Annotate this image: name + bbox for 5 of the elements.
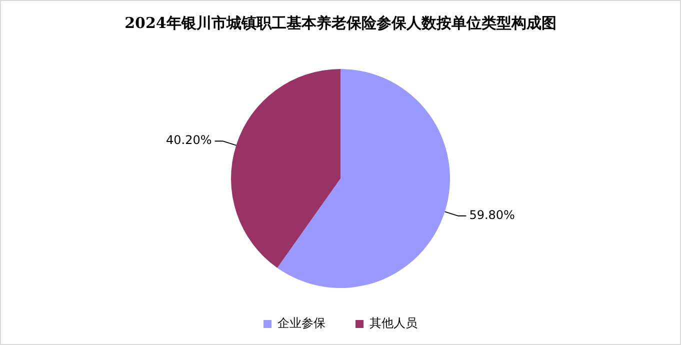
data-label: 40.20% [166,133,212,148]
data-label: 59.80% [469,208,515,222]
legend-label: 其他人员 [370,316,418,330]
chart-title: 2024年银川市城镇职工基本养老保险参保人数按单位类型构成图 [124,14,556,32]
legend-label: 企业参保 [278,316,326,330]
